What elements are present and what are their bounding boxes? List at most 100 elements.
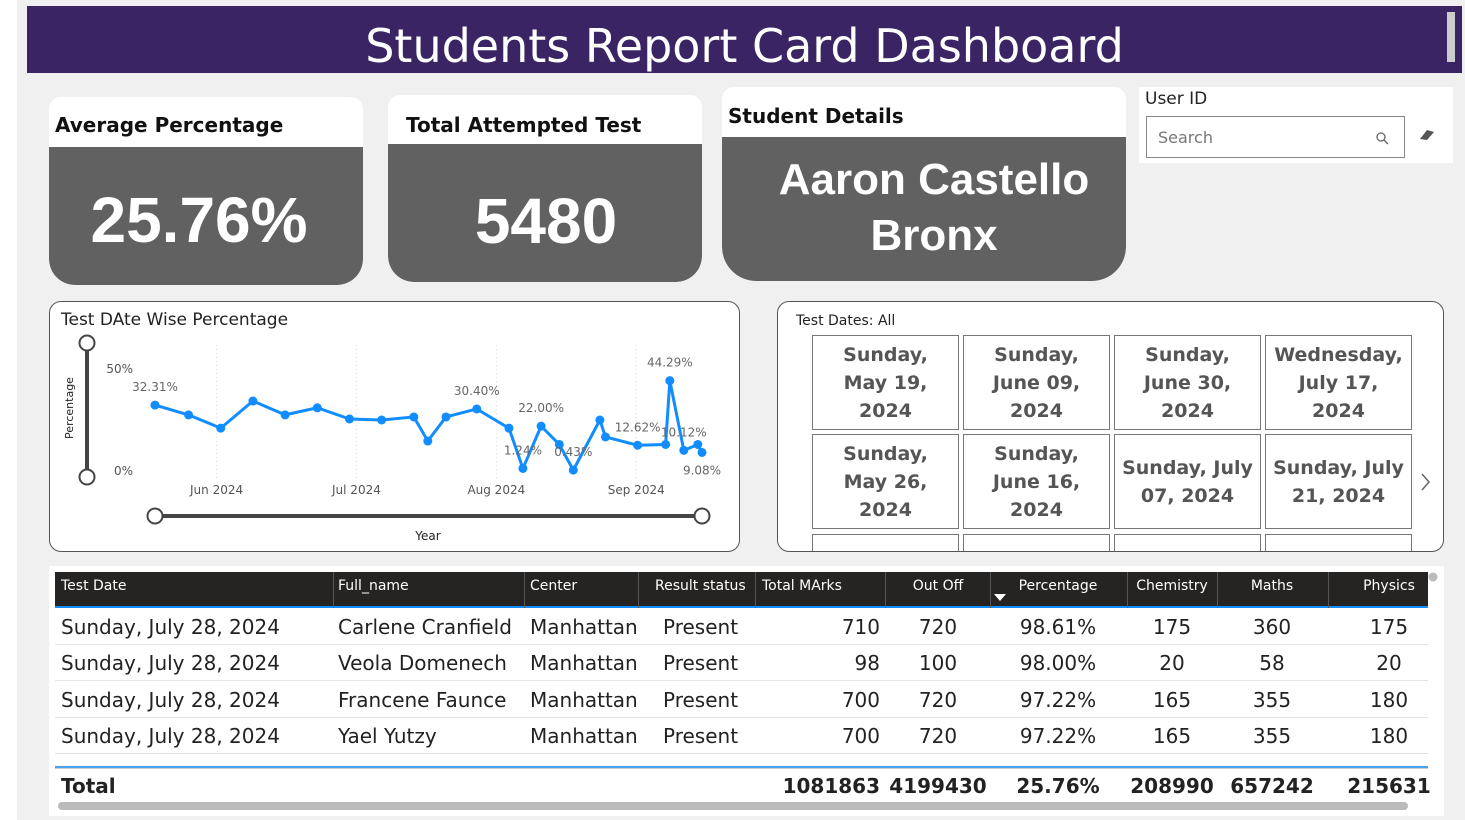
date-tile: [963, 534, 1110, 551]
table-cell: 720: [918, 688, 958, 712]
table-cell: 100: [918, 651, 958, 675]
point: [423, 436, 433, 446]
search-box[interactable]: Search: [1146, 116, 1405, 158]
column-divider: [638, 572, 639, 608]
h-scrollbar: [58, 802, 1408, 810]
left-strip: [0, 0, 17, 820]
y-tick-label: 0%: [114, 464, 133, 478]
row-divider: [55, 753, 1428, 754]
kpi-card: Average Percentage 25.76%: [49, 97, 363, 285]
card-title: Average Percentage: [55, 113, 284, 137]
total-cell: 657242: [1230, 774, 1314, 798]
search-placeholder: Search: [1158, 128, 1213, 147]
header-bar: Students Report Card Dashboard: [27, 6, 1462, 73]
card-body: 5480: [388, 144, 702, 282]
total-cell: Total: [61, 774, 116, 798]
table-cell: Veola Domenech: [338, 651, 507, 675]
table-cell: 97.22%: [1019, 688, 1097, 712]
date-tile[interactable]: Sunday, May 19, 2024: [812, 335, 959, 430]
data-label: 10.12%: [661, 425, 707, 439]
table-cell: 58: [1259, 651, 1285, 675]
column-divider: [755, 572, 756, 608]
table-cell: Manhattan: [530, 615, 638, 639]
point: [409, 412, 419, 422]
table-cell: 20: [1159, 651, 1185, 675]
tile-area: Sunday, May 19, 2024 Sunday, June 09, 202…: [778, 302, 1443, 551]
slider-handle[interactable]: [78, 468, 96, 486]
point: [600, 432, 610, 442]
slicer-title: Test Dates: All: [796, 313, 896, 329]
point: [150, 400, 160, 410]
tile-label: Sunday, July 07, 2024: [1122, 456, 1253, 507]
point: [472, 404, 482, 414]
point: [248, 396, 258, 406]
date-tile: [812, 534, 959, 551]
point: [216, 423, 226, 433]
point: [312, 403, 322, 413]
card-title: Total Attempted Test: [406, 113, 642, 137]
search-icon: [1376, 132, 1389, 145]
table-cell: Manhattan: [530, 651, 638, 675]
table-cell: Present: [663, 724, 739, 748]
table-cell: Francene Faunce: [338, 688, 507, 712]
card-value: 25.76%: [90, 184, 308, 256]
table-cell: Manhattan: [530, 724, 638, 748]
eraser-icon[interactable]: [1417, 127, 1437, 143]
x-tick-label: Jul 2024: [331, 483, 381, 497]
date-tile[interactable]: Sunday, June 09, 2024: [963, 335, 1110, 430]
column-divider: [1127, 572, 1128, 608]
table-cell: Present: [663, 615, 739, 639]
tile-label: Sunday, May 26, 2024: [843, 442, 928, 521]
slider-handle[interactable]: [146, 507, 164, 525]
table-cell: 175: [1152, 615, 1192, 639]
chart-title: Test DAte Wise Percentage: [61, 310, 289, 330]
table-header: [55, 572, 1428, 608]
total-cell: 215631: [1347, 774, 1431, 798]
table-cell: Sunday, July 28, 2024: [61, 651, 280, 675]
table-cell: 98.61%: [1019, 615, 1097, 639]
point: [344, 414, 354, 424]
table-cell: 165: [1152, 724, 1192, 748]
column-header: Maths: [1250, 578, 1294, 594]
total-cell: 4199430: [889, 774, 987, 798]
table-cell: Sunday, July 28, 2024: [61, 688, 280, 712]
tile-label: Sunday, July 21, 2024: [1273, 456, 1404, 507]
date-tile[interactable]: Sunday, June 30, 2024: [1114, 335, 1261, 430]
data-label: 32.31%: [132, 380, 178, 394]
table-cell: Present: [663, 688, 739, 712]
total-row: [55, 768, 1428, 801]
date-tile[interactable]: Sunday, June 16, 2024: [963, 434, 1110, 529]
slider-handle[interactable]: [693, 507, 711, 525]
date-tile[interactable]: Wednesday, July 17, 2024: [1265, 335, 1412, 430]
table-cell: Present: [663, 651, 739, 675]
student-card: Student Details Aaron Castello Bronx: [722, 87, 1126, 281]
next-arrow[interactable]: [1418, 472, 1434, 492]
total-cell: 1081863: [782, 774, 880, 798]
column-header: Test Date: [61, 578, 127, 594]
date-tile: [1265, 534, 1412, 551]
date-tile[interactable]: Sunday, July 07, 2024: [1114, 434, 1261, 529]
date-tile[interactable]: Sunday, May 26, 2024: [812, 434, 959, 529]
column-header: Physics: [1363, 578, 1415, 594]
date-tile[interactable]: Sunday, July 21, 2024: [1265, 434, 1412, 529]
column-header: Result status: [655, 578, 746, 594]
point: [536, 421, 546, 431]
table-cell: Manhattan: [530, 688, 638, 712]
point: [280, 410, 290, 420]
point: [693, 439, 703, 449]
table-cell: 360: [1252, 615, 1292, 639]
column-header: Total MArks: [762, 578, 842, 594]
table-cell: 98.00%: [1019, 651, 1097, 675]
tile-label: Sunday, June 09, 2024: [992, 343, 1081, 422]
point: [661, 439, 671, 449]
date-slicer: Test Dates: All Sunday, May 19, 2024 Sund…: [777, 301, 1444, 552]
point: [377, 415, 387, 425]
point: [665, 376, 675, 386]
table-cell: 700: [841, 688, 880, 712]
slider-handle[interactable]: [78, 334, 96, 352]
data-label: 30.40%: [454, 384, 500, 398]
tile-label: Sunday, May 19, 2024: [843, 343, 928, 422]
